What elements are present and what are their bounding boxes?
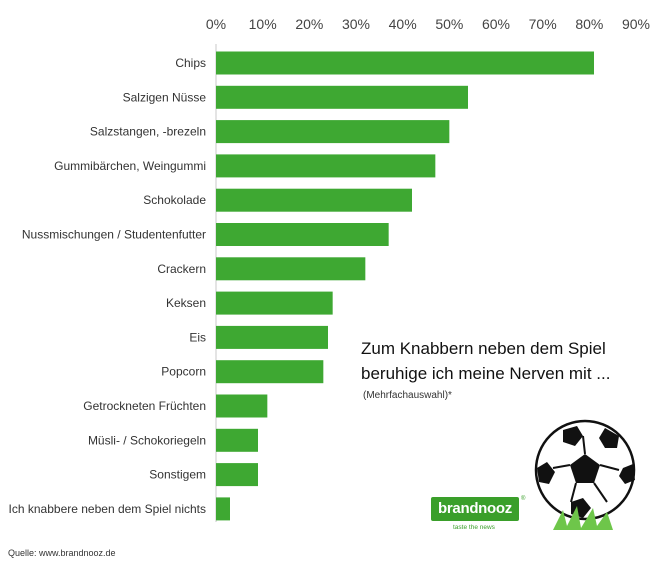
annotation-line-1: Zum Knabbern neben dem Spiel [361, 339, 606, 358]
bar [216, 257, 366, 281]
x-tick-label: 40% [389, 16, 417, 32]
brand-logo: brandnooz [431, 497, 519, 521]
bars [216, 51, 594, 521]
category-label: Keksen [166, 296, 206, 310]
category-label: Nussmischungen / Studentenfutter [22, 228, 206, 242]
bar [216, 394, 268, 418]
bar [216, 428, 258, 452]
x-tick-label: 60% [482, 16, 510, 32]
x-tick-label: 30% [342, 16, 370, 32]
x-tick-label: 90% [622, 16, 650, 32]
category-label: Getrockneten Früchten [83, 399, 206, 413]
bar [216, 188, 412, 212]
category-label: Eis [189, 330, 206, 344]
annotation-line-2: beruhige ich meine Nerven mit ... [361, 364, 611, 383]
chart-annotation: Zum Knabbern neben dem Spiel beruhige ic… [361, 336, 641, 386]
bar [216, 223, 389, 246]
x-tick-label: 50% [435, 16, 463, 32]
bar [216, 51, 594, 75]
soccer-ball-icon [534, 419, 636, 530]
annotation-subtitle: (Mehrfachauswahl)* [363, 390, 452, 401]
x-tick-label: 70% [529, 16, 557, 32]
category-label: Popcorn [161, 365, 206, 379]
category-label: Sonstigem [149, 468, 206, 482]
bar [216, 120, 450, 144]
category-label: Chips [175, 56, 206, 70]
bar [216, 85, 468, 109]
logo-registered-mark: ® [521, 496, 526, 502]
source-note: Quelle: www.brandnooz.de [8, 548, 116, 558]
category-labels: Chips Salzigen Nüsse Salzstangen, -brezeln… [9, 56, 207, 516]
x-tick-label: 20% [295, 16, 323, 32]
category-label: Ich knabbere neben dem Spiel nichts [9, 502, 206, 516]
bar [216, 463, 258, 487]
bar [216, 154, 436, 178]
category-label: Salzigen Nüsse [123, 90, 207, 104]
bar [216, 497, 230, 521]
logo-tagline: taste the news [453, 524, 495, 531]
category-label: Müsli- / Schokoriegeln [88, 433, 206, 447]
category-label: Crackern [157, 262, 206, 276]
category-label: Salzstangen, -brezeln [90, 125, 206, 139]
x-tick-label: 0% [206, 16, 226, 32]
bar [216, 325, 328, 349]
category-label: Gummibärchen, Weingummi [54, 159, 206, 173]
bar [216, 291, 333, 315]
x-tick-label: 80% [575, 16, 603, 32]
category-label: Schokolade [143, 193, 206, 207]
bar [216, 360, 324, 384]
x-tick-label: 10% [249, 16, 277, 32]
